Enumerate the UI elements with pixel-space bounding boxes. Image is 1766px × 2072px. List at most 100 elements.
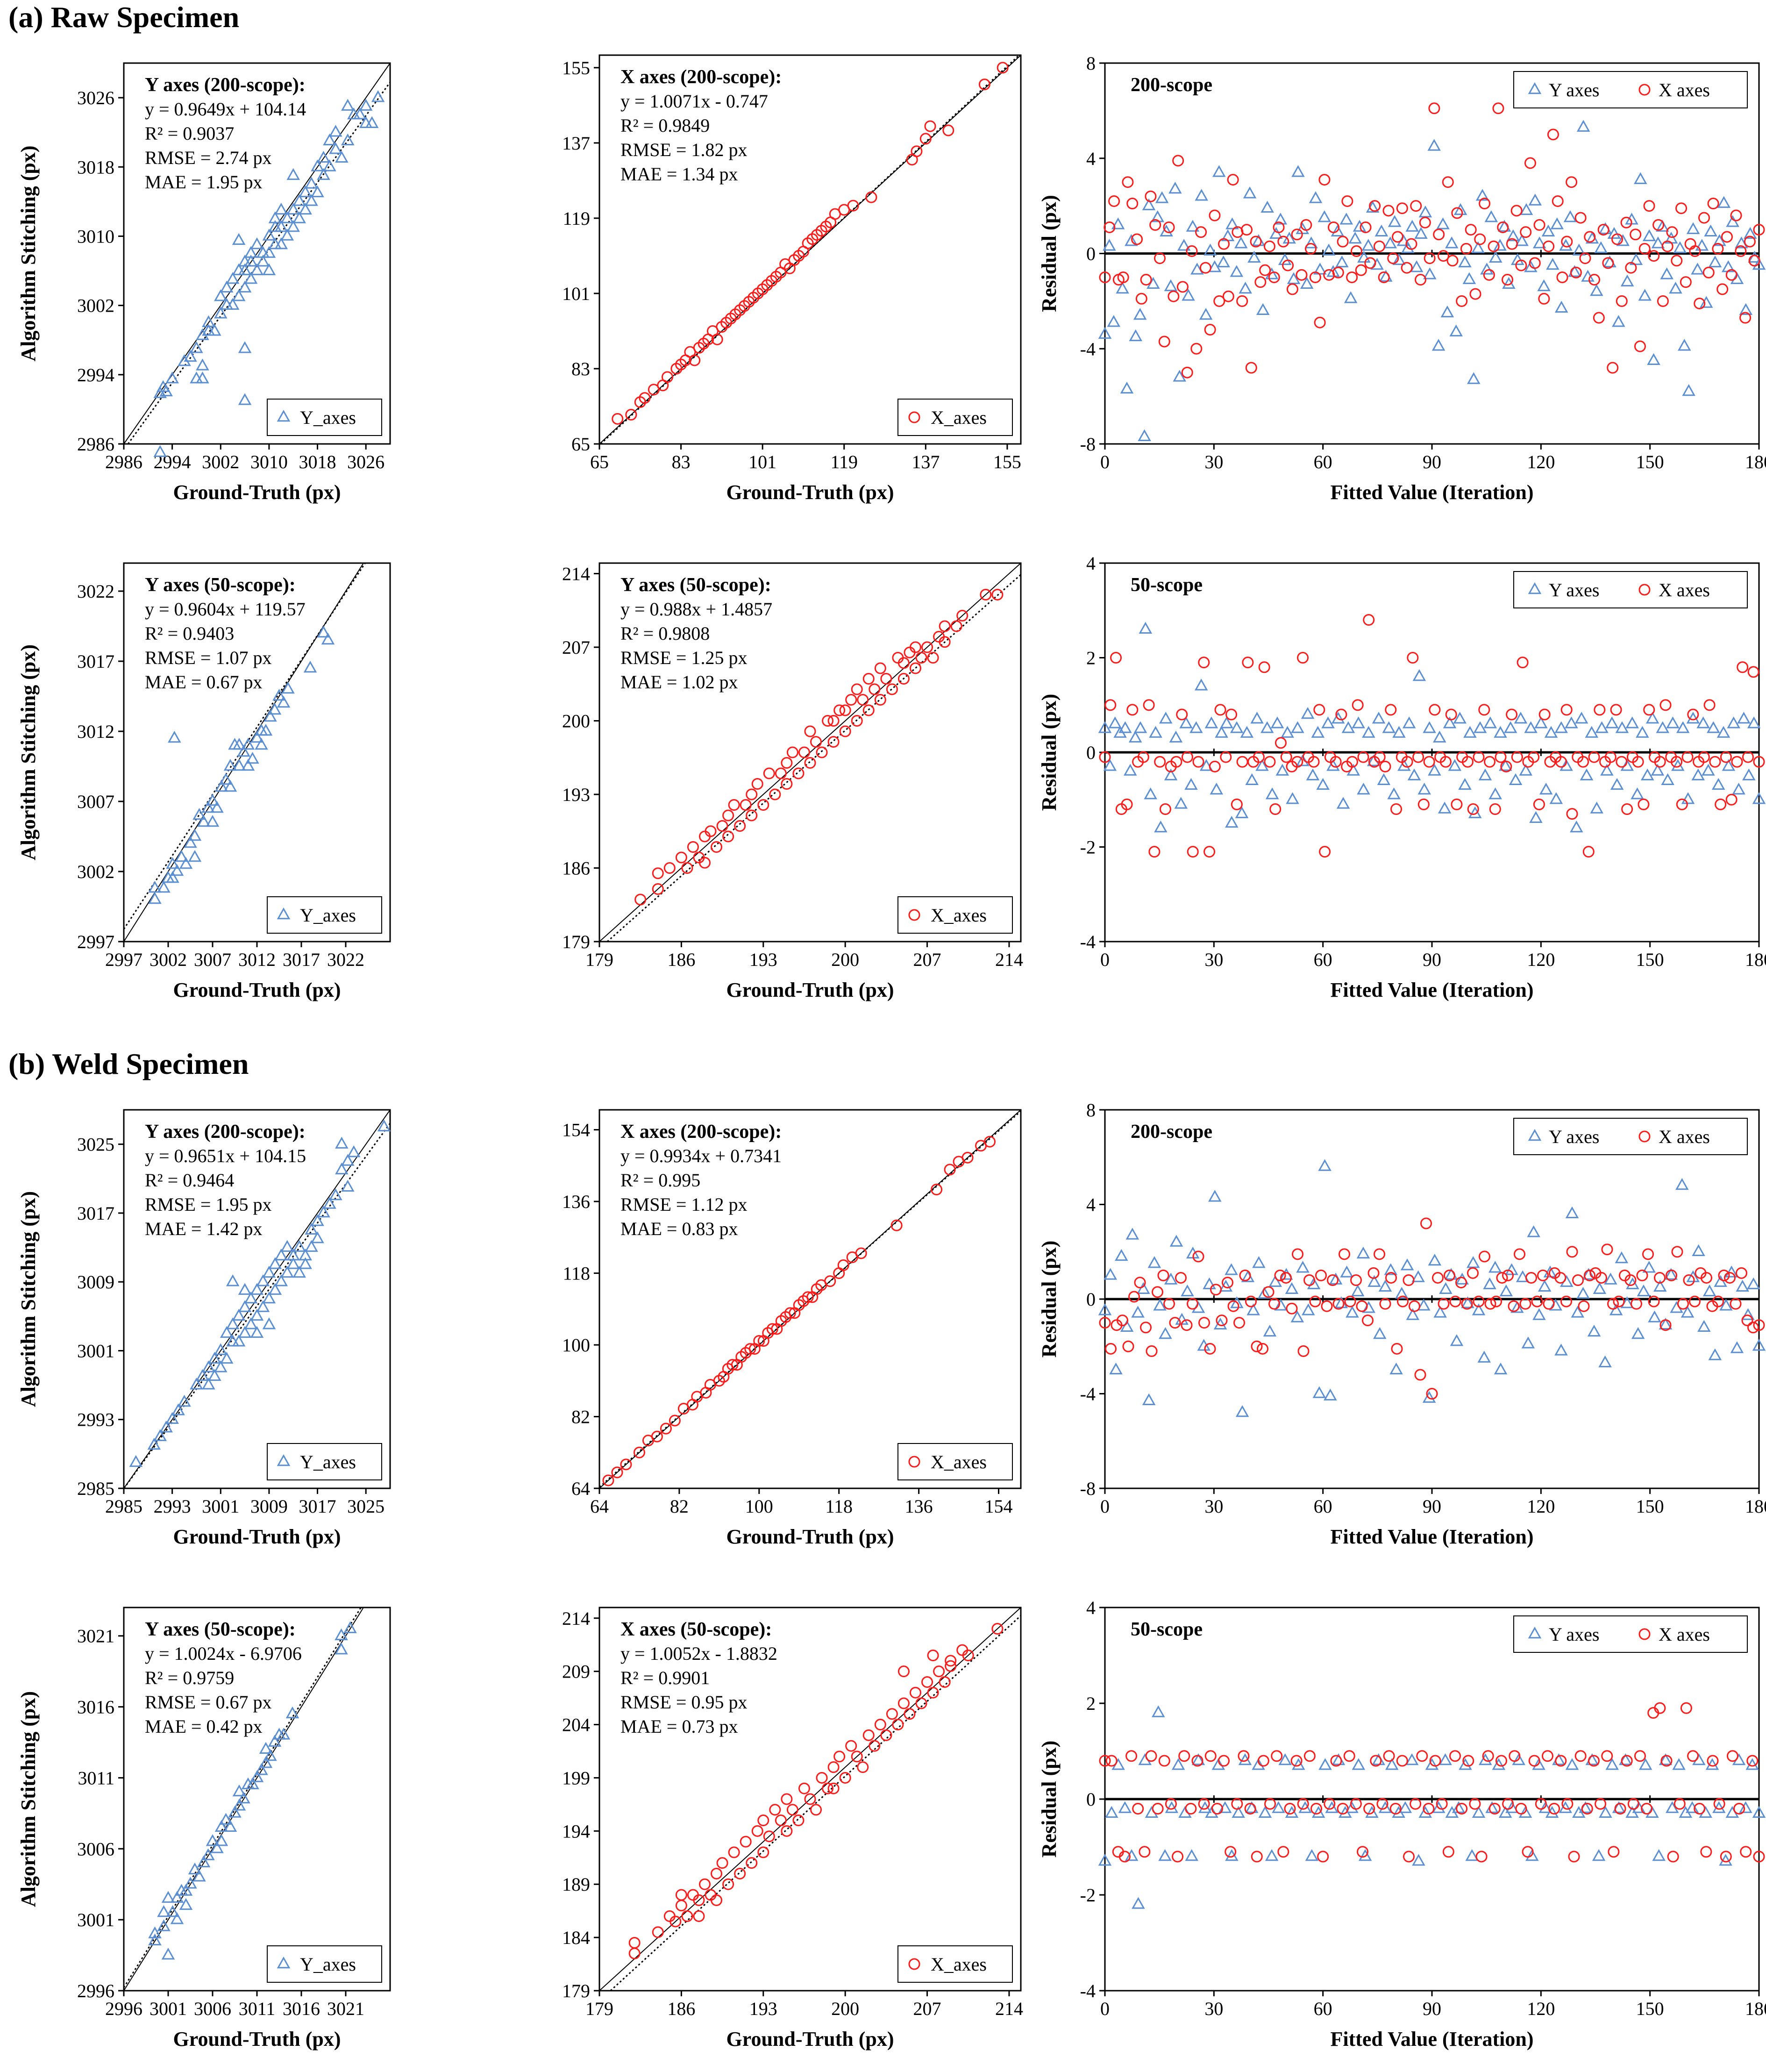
residual-point-y — [1103, 759, 1117, 771]
residual-point-x — [1204, 324, 1216, 336]
data-point — [869, 683, 881, 695]
data-point — [244, 246, 258, 258]
data-point — [950, 620, 962, 632]
residual-point-y — [1210, 782, 1224, 795]
data-point — [259, 1756, 273, 1768]
legend-label: Y_axes — [300, 1451, 356, 1472]
residual-point-y — [1107, 315, 1121, 327]
y-tick-label: 2 — [1086, 1693, 1096, 1714]
data-point — [897, 1697, 910, 1709]
data-point — [202, 1378, 215, 1390]
residual-point-x — [1357, 1846, 1369, 1858]
residual-point-x — [1601, 1750, 1613, 1762]
annotation-line: MAE = 1.95 px — [145, 171, 262, 193]
legend-marker — [908, 411, 920, 423]
residual-point-x — [1701, 1272, 1712, 1284]
residual-point-y — [1450, 1334, 1464, 1346]
y-tick-label: 179 — [562, 931, 590, 952]
residual-point-x — [1442, 1846, 1454, 1858]
residual-point-x — [1661, 240, 1673, 252]
residual-point-y — [1169, 1235, 1183, 1247]
residual-point-x — [1176, 281, 1189, 293]
residual-point-x — [1595, 1272, 1607, 1284]
annotation-line: RMSE = 1.25 px — [620, 647, 747, 668]
residual-point-x — [1740, 1846, 1752, 1858]
residual-point-x — [1689, 245, 1701, 257]
residual-point-x — [1218, 1755, 1230, 1767]
residual-point-x — [1595, 1798, 1607, 1810]
residual-point-x — [1391, 1343, 1403, 1355]
residual-point-x — [1566, 808, 1578, 820]
residual-point-x — [1417, 798, 1430, 810]
residual-point-x — [1594, 704, 1606, 716]
data-point — [311, 185, 324, 198]
y-tick-label: 189 — [562, 1874, 590, 1895]
residual-point-y — [1203, 243, 1217, 256]
residual-point-x — [1469, 288, 1481, 300]
legend-box — [1513, 571, 1748, 608]
residual-point-x — [1460, 243, 1472, 255]
data-point — [822, 715, 834, 727]
residual-point-y — [1651, 236, 1665, 249]
residual-point-y — [1479, 1753, 1492, 1765]
residual-point-y — [1260, 721, 1274, 733]
residual-point-x — [1236, 756, 1248, 768]
residual-point-x — [1560, 1295, 1572, 1308]
residual-point-x — [1700, 1846, 1712, 1858]
residual-point-y — [1158, 1849, 1172, 1861]
data-point — [711, 333, 723, 345]
data-point — [281, 681, 295, 694]
annotation-line: y = 0.9604x + 119.57 — [145, 599, 306, 620]
residual-point-y — [1592, 1849, 1606, 1861]
data-point — [933, 1665, 945, 1678]
residual-point-x — [1432, 1272, 1444, 1284]
residual-point-y — [1252, 1256, 1266, 1268]
residual-point-x — [1671, 756, 1683, 768]
data-point — [263, 709, 277, 722]
residual-point-x — [1344, 1295, 1356, 1308]
residual-point-x — [1538, 293, 1550, 305]
residual-point-y — [1647, 353, 1660, 365]
data-point — [927, 1686, 939, 1699]
y-tick-label: 3022 — [77, 581, 114, 602]
residual-point-x — [1607, 362, 1619, 374]
residual-point-x — [1482, 1750, 1494, 1762]
data-point — [148, 892, 162, 904]
data-point — [915, 652, 927, 664]
residual-point-y — [1377, 773, 1391, 786]
residual-point-x — [1163, 1298, 1175, 1310]
data-point — [722, 830, 734, 843]
residual-point-x — [1185, 1803, 1197, 1815]
data-point — [775, 1815, 787, 1827]
residual-point-y — [1246, 1303, 1260, 1315]
annotation-line: R² = 0.9403 — [145, 623, 234, 644]
data-point — [299, 185, 312, 198]
residual-point-y — [1565, 1758, 1579, 1770]
residual-point-x — [1269, 803, 1282, 815]
scatter-points — [634, 589, 1004, 906]
data-point — [196, 358, 209, 371]
y-tick-label: 155 — [562, 57, 590, 79]
residual-point-x — [1552, 195, 1564, 207]
residual-point-y — [1159, 1327, 1172, 1339]
y-tick-label: 3011 — [78, 1767, 114, 1788]
data-point — [927, 652, 939, 664]
x-axis-label: Fitted Value (Iteration) — [1330, 481, 1533, 504]
legend-marker — [908, 1456, 920, 1468]
data-point — [214, 1820, 228, 1832]
data-point — [196, 1369, 209, 1381]
residual-point-y — [1250, 712, 1264, 724]
residual-point-x — [1620, 216, 1632, 229]
residual-point-x — [1543, 1298, 1555, 1310]
residual-point-y — [1752, 792, 1766, 804]
residual-point-y — [1397, 759, 1411, 771]
data-point — [353, 107, 367, 120]
data-point — [232, 1799, 246, 1811]
residual-point-y — [1212, 165, 1226, 177]
residual-point-y — [1539, 782, 1553, 795]
y-tick-label: 3021 — [77, 1626, 114, 1647]
x-axis-label: Fitted Value (Iteration) — [1330, 1525, 1533, 1548]
residual-point-x — [1614, 1803, 1626, 1815]
residual-point-y — [1270, 716, 1284, 729]
residual-point-x — [1566, 1246, 1578, 1258]
